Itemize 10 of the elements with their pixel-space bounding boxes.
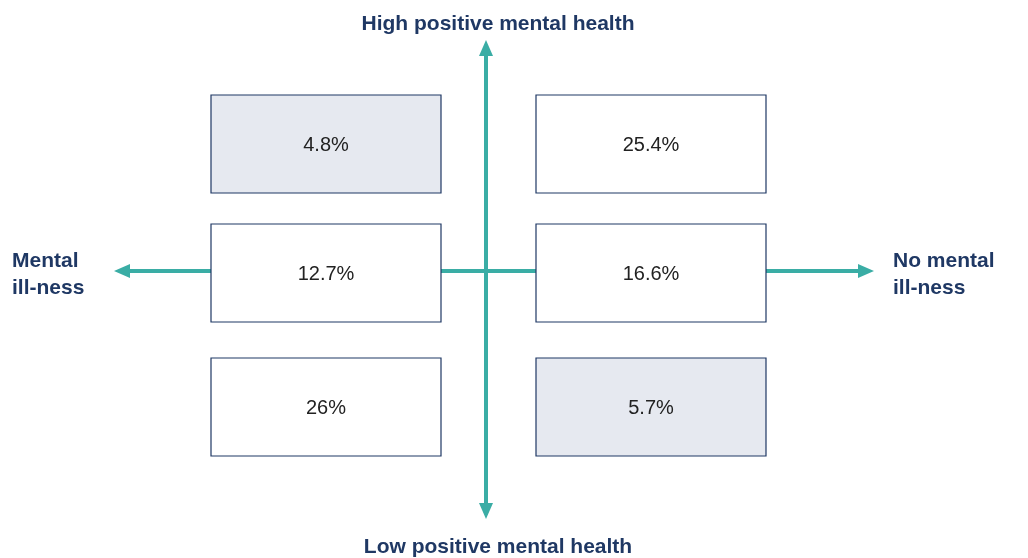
data-label: 5.7% bbox=[628, 396, 675, 418]
data-label: 12.7% bbox=[297, 262, 355, 284]
x-tick-label: Mental ill-ness bbox=[12, 248, 85, 298]
text: High positive mental health bbox=[361, 10, 635, 34]
data-label: 26% bbox=[305, 396, 347, 418]
x-tick-label: No mental ill-ness bbox=[893, 248, 995, 298]
data-label: 16.6% bbox=[622, 262, 680, 284]
data-label: 4.8% bbox=[303, 133, 350, 155]
text: Low positive mental health bbox=[363, 533, 633, 557]
data-label: 25.4% bbox=[622, 133, 680, 155]
